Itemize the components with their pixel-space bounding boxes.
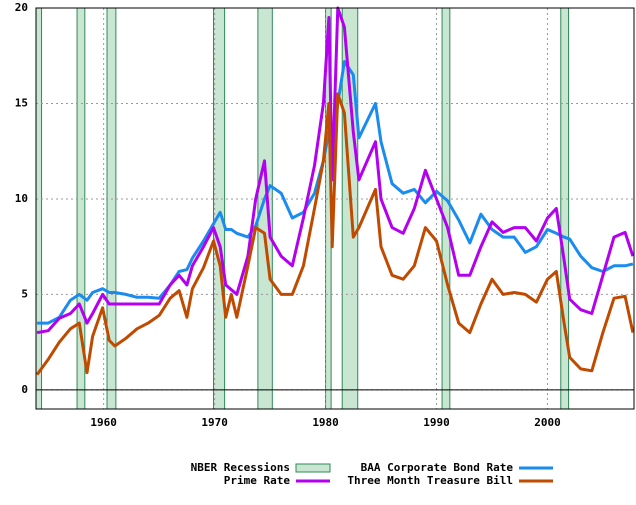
y-tick-label: 15: [15, 96, 28, 109]
series-line: [35, 92, 635, 376]
y-tick-label: 5: [21, 287, 28, 300]
legend-swatch: [295, 463, 331, 473]
recession-band: [106, 7, 117, 410]
legend-label: Prime Rate: [224, 474, 291, 487]
x-tick-label: 1980: [312, 416, 339, 429]
y-tick-label: 20: [15, 1, 28, 14]
x-tick-label: 1960: [90, 416, 117, 429]
legend-label: NBER Recessions: [191, 461, 290, 474]
series-line: [36, 6, 635, 335]
recession-band: [213, 7, 226, 410]
x-tick-label: 2000: [534, 416, 561, 429]
legend-label: BAA Corporate Bond Rate: [361, 461, 514, 474]
recession-band: [441, 7, 451, 410]
plot-frame: [35, 7, 635, 410]
legend-label: Three Month Treasure Bill: [347, 474, 513, 487]
recession-band: [35, 7, 43, 410]
y-tick-label: 0: [21, 383, 28, 396]
y-tick-label: 10: [15, 192, 28, 205]
x-tick-label: 1970: [201, 416, 228, 429]
x-tick-label: 1990: [423, 416, 450, 429]
